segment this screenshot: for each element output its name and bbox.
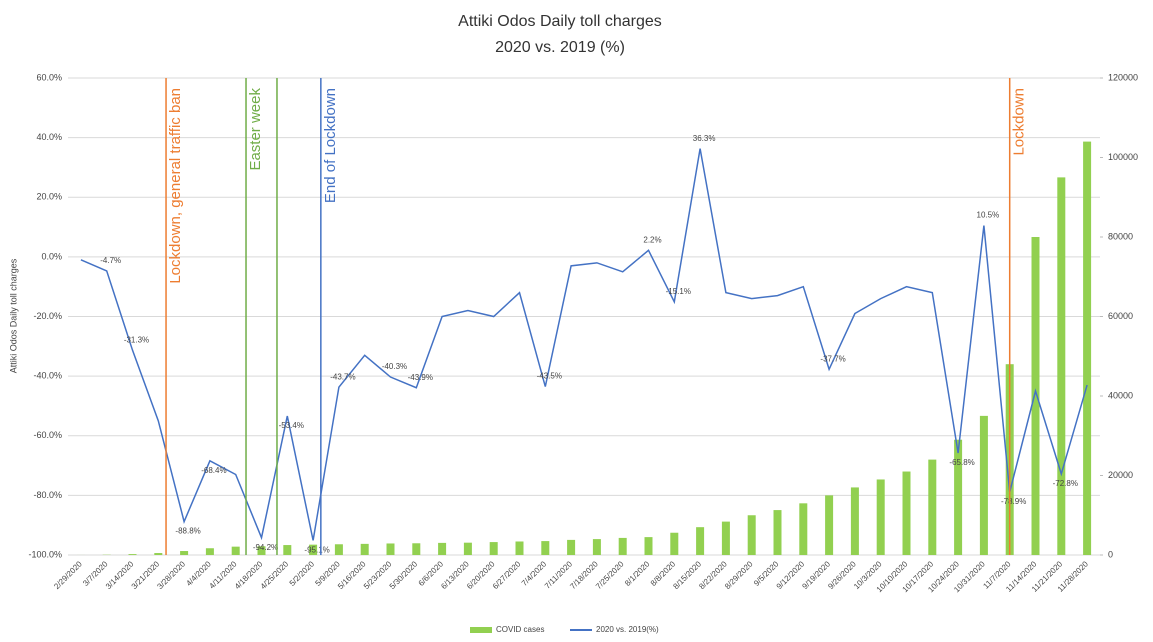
bar [231,546,240,555]
data-label: -65.8% [949,458,974,467]
y-tick-label: -80.0% [33,490,62,500]
bar [360,543,369,555]
bar [592,539,601,555]
x-tick-label: 5/2/2020 [288,559,317,588]
legend-swatch [470,627,492,633]
y2-tick-label: 60000 [1108,311,1133,321]
y-tick-label: -40.0% [33,371,62,381]
y2-tick-label: 0 [1108,549,1113,559]
bar [773,510,782,555]
x-tick-label: 8/29/2020 [723,559,755,591]
bar [954,439,963,555]
bar [618,537,627,555]
data-label: -88.8% [175,527,200,536]
bar [463,542,472,555]
annotation-label: End of Lockdown [322,88,339,203]
bar [1083,141,1092,555]
annotation-label: Lockdown, general traffic ban [167,88,184,284]
bar [334,544,343,555]
bar [799,503,808,555]
data-label: -72.8% [1053,479,1078,488]
data-label: 10.5% [977,211,1000,220]
bar [386,543,395,555]
bar [825,495,834,555]
data-label: -53.4% [279,421,304,430]
bar [567,539,576,555]
x-tick-label: 7/25/2020 [594,559,626,591]
bar [850,487,859,555]
bar [721,521,730,555]
data-label: -94.2% [253,543,278,552]
x-tick-label: 3/28/2020 [155,559,187,591]
y-axis-title: Attiki Odos Daily toll charges [8,258,18,373]
data-label: -43.5% [537,372,562,381]
y-tick-label: 40.0% [36,132,62,142]
data-label: -15.1% [666,287,691,296]
annotation-label: Easter week [247,88,264,171]
bar [747,515,756,555]
bar [979,415,988,555]
x-tick-label: 5/30/2020 [388,559,420,591]
y-tick-label: -20.0% [33,311,62,321]
chart-subtitle: 2020 vs. 2019 (%) [495,39,625,56]
bar [902,471,911,555]
data-label: 2.2% [643,235,661,244]
bar [515,541,524,555]
bar [180,551,189,555]
legend-label: COVID cases [496,625,544,634]
bar [412,543,421,555]
data-label: -78.9% [1001,497,1026,506]
data-label: -4.7% [100,256,121,265]
data-label: -37.7% [820,354,845,363]
legend-label: 2020 vs. 2019(%) [596,625,659,634]
y2-tick-label: 100000 [1108,152,1138,162]
y2-tick-label: 20000 [1108,470,1133,480]
data-label: -43.7% [330,372,355,381]
y-tick-label: -100.0% [28,549,62,559]
bar [309,544,318,555]
x-tick-label: 2/29/2020 [52,559,84,591]
line [80,148,1088,541]
y2-tick-label: 40000 [1108,390,1133,400]
data-label: -68.4% [201,466,226,475]
bar [257,546,266,555]
bar [1057,177,1066,555]
y-tick-label: 20.0% [36,192,62,202]
bar [644,537,653,555]
data-label: 36.3% [693,134,716,143]
data-label: -43.9% [408,373,433,382]
data-label: -40.3% [382,362,407,371]
x-tick-label: 8/1/2020 [623,559,652,588]
chart-title: Attiki Odos Daily toll charges [458,13,662,30]
bar [696,527,705,555]
bar [670,532,679,555]
bar [876,479,885,555]
bar [1031,237,1040,555]
x-tick-label: 4/25/2020 [259,559,291,591]
y2-tick-label: 120000 [1108,72,1138,82]
bar [154,553,163,555]
bar [489,542,498,555]
bar [438,542,447,555]
bar [205,548,214,555]
data-label: -31.3% [124,335,149,344]
bar [541,541,550,555]
data-label: -95.1% [304,546,329,555]
annotation-label: Lockdown [1011,88,1028,156]
x-tick-label: 6/27/2020 [491,559,523,591]
y2-tick-label: 80000 [1108,231,1133,241]
bar [283,545,292,555]
y-tick-label: 0.0% [41,251,62,261]
y-tick-label: -60.0% [33,430,62,440]
bar [128,554,137,555]
y-tick-label: 60.0% [36,72,62,82]
bar [928,459,937,555]
